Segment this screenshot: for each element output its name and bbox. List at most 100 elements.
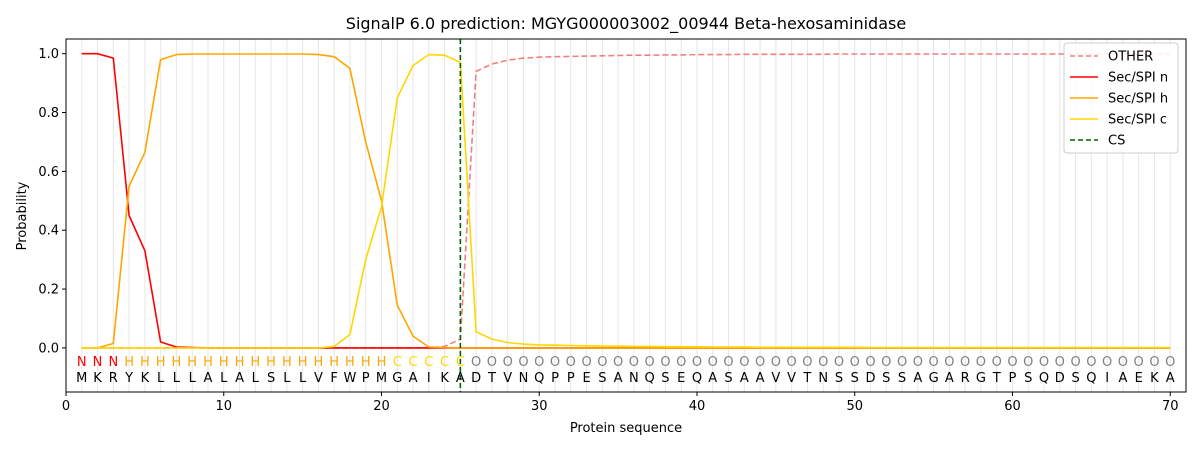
y-tick-label: 0.6: [38, 165, 59, 180]
residue-label: L: [220, 371, 228, 386]
chart-title: SignalP 6.0 prediction: MGYG000003002_00…: [346, 14, 906, 34]
region-label: O: [1055, 355, 1065, 370]
region-label: H: [298, 355, 308, 370]
residue-label: E: [1135, 371, 1143, 386]
region-label: O: [960, 355, 970, 370]
residue-label: K: [141, 371, 150, 386]
region-label: H: [377, 355, 387, 370]
legend-box: [1063, 42, 1179, 154]
residue-label: K: [1150, 371, 1159, 386]
region-label: O: [503, 355, 513, 370]
residue-label: G: [976, 371, 986, 386]
residue-label: A: [945, 371, 954, 386]
residue-label: R: [109, 371, 118, 386]
residue-label: P: [1009, 371, 1017, 386]
residue-label: Q: [534, 371, 544, 386]
residue-label: T: [802, 371, 811, 386]
region-label: O: [881, 355, 891, 370]
region-label: O: [1023, 355, 1033, 370]
residue-label: N: [818, 371, 828, 386]
region-label: O: [976, 355, 986, 370]
region-label: O: [581, 355, 591, 370]
region-label: O: [913, 355, 923, 370]
region-label: O: [629, 355, 639, 370]
region-label: O: [818, 355, 828, 370]
residue-label: Q: [1039, 371, 1049, 386]
residue-label: L: [173, 371, 181, 386]
residue-label: A: [235, 371, 244, 386]
y-tick-label: 0.8: [38, 106, 59, 121]
region-label: H: [203, 355, 213, 370]
legend-entry: CS: [1108, 134, 1125, 149]
region-label: C: [424, 355, 433, 370]
region-label: O: [1165, 355, 1175, 370]
region-label: H: [345, 355, 355, 370]
residue-label: A: [756, 371, 765, 386]
residue-label: L: [157, 371, 165, 386]
plot-frame: [65, 38, 1187, 393]
region-label: O: [755, 355, 765, 370]
region-label: C: [409, 355, 418, 370]
residue-label: N: [629, 371, 639, 386]
residue-label: V: [787, 371, 796, 386]
residue-label: S: [898, 371, 906, 386]
region-label: H: [282, 355, 292, 370]
residue-label: L: [299, 371, 307, 386]
residue-label: A: [708, 371, 717, 386]
x-tick-label: 60: [1004, 399, 1021, 414]
y-tick-label: 0.0: [38, 341, 59, 356]
legend-entry: Sec/SPI h: [1108, 92, 1168, 107]
region-label: O: [660, 355, 670, 370]
region-label: H: [361, 355, 371, 370]
legend-entry: Sec/SPI n: [1108, 71, 1168, 86]
residue-label: Q: [692, 371, 702, 386]
region-label: O: [1149, 355, 1159, 370]
residue-label: A: [409, 371, 418, 386]
residue-label: D: [1055, 371, 1065, 386]
residue-label: D: [865, 371, 875, 386]
residue-label: M: [376, 371, 387, 386]
region-label: O: [518, 355, 528, 370]
x-tick-label: 50: [846, 399, 863, 414]
residue-label: P: [362, 371, 370, 386]
region-label: O: [992, 355, 1002, 370]
residue-label: E: [677, 371, 685, 386]
residue-label: S: [267, 371, 275, 386]
region-label: O: [850, 355, 860, 370]
y-axis-label: Probability: [15, 181, 30, 250]
region-label: H: [329, 355, 339, 370]
residue-label: P: [551, 371, 559, 386]
series-line-sec-spi-c: [81, 53, 1171, 349]
region-label: H: [250, 355, 260, 370]
residue-label: N: [519, 371, 529, 386]
region-label: O: [771, 355, 781, 370]
region-label: H: [140, 355, 150, 370]
region-label: O: [1039, 355, 1049, 370]
residue-label: E: [582, 371, 590, 386]
x-axis-label: Protein sequence: [570, 421, 682, 436]
residue-label: Q: [645, 371, 655, 386]
residue-label: Y: [124, 371, 133, 386]
residue-label: T: [487, 371, 496, 386]
region-label: H: [172, 355, 182, 370]
region-label: N: [108, 355, 118, 370]
region-label: O: [613, 355, 623, 370]
residue-label: S: [1024, 371, 1032, 386]
residue-label: F: [330, 371, 337, 386]
region-label: C: [440, 355, 449, 370]
region-label: O: [1134, 355, 1144, 370]
x-tick-label: 40: [689, 399, 706, 414]
region-label: C: [393, 355, 402, 370]
region-label: O: [1070, 355, 1080, 370]
residue-label: S: [851, 371, 859, 386]
residue-label: L: [189, 371, 197, 386]
residue-label: A: [456, 371, 465, 386]
region-label: O: [1086, 355, 1096, 370]
region-label: H: [314, 355, 324, 370]
y-tick-label: 1.0: [38, 47, 59, 62]
residue-label: A: [913, 371, 922, 386]
region-label: O: [534, 355, 544, 370]
x-tick-label: 10: [215, 399, 232, 414]
region-label: O: [787, 355, 797, 370]
